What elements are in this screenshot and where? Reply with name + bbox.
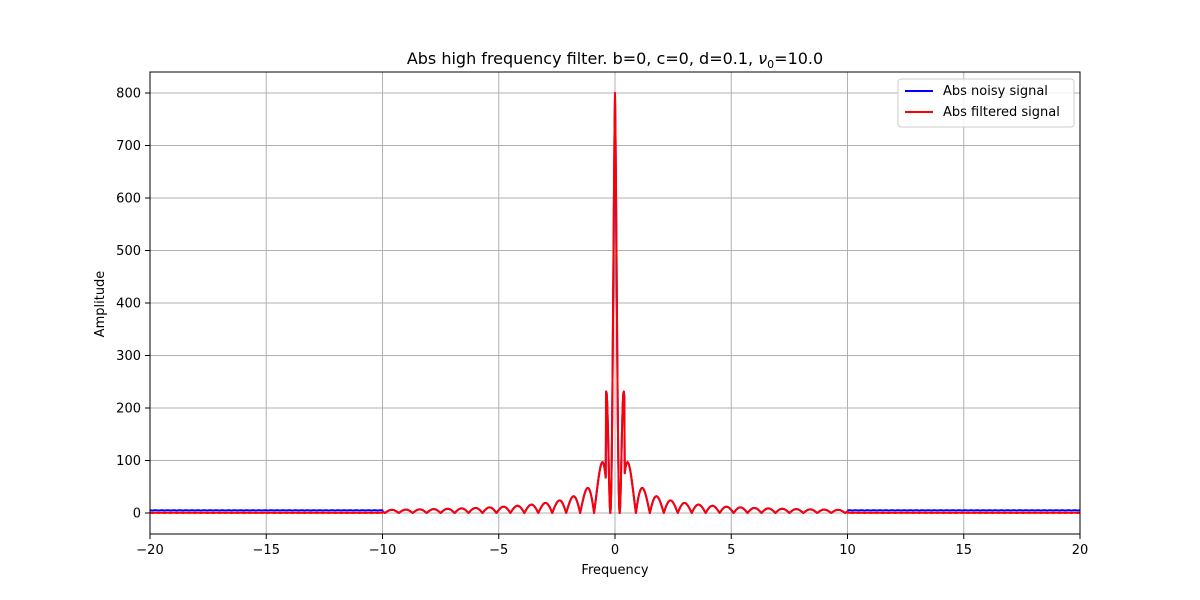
y-tick-label: 800 bbox=[116, 87, 141, 102]
y-tick-label: 200 bbox=[116, 402, 141, 417]
y-tick-label: 400 bbox=[116, 297, 141, 312]
title-subscript: 0 bbox=[767, 58, 774, 71]
legend: Abs noisy signal Abs filtered signal bbox=[897, 78, 1075, 128]
x-tick-label: 10 bbox=[839, 543, 856, 558]
chart-title: Abs high frequency filter. b=0, c=0, d=0… bbox=[407, 49, 823, 71]
series-filtered-line bbox=[150, 92, 1080, 514]
x-tick-label: 0 bbox=[611, 543, 619, 558]
title-nu: ν bbox=[758, 49, 767, 68]
y-tick-label: 100 bbox=[116, 454, 141, 469]
legend-box bbox=[897, 78, 1075, 128]
x-tick-label: 5 bbox=[727, 543, 735, 558]
series-layer bbox=[150, 92, 1080, 514]
x-tick-label: −5 bbox=[489, 543, 508, 558]
y-tick-label: 700 bbox=[116, 139, 141, 154]
legend-label-noisy: Abs noisy signal bbox=[943, 84, 1048, 99]
x-tick-label: −10 bbox=[369, 543, 396, 558]
legend-label-filtered: Abs filtered signal bbox=[943, 105, 1060, 120]
y-tick-label: 600 bbox=[116, 192, 141, 207]
title-end: =10.0 bbox=[774, 49, 823, 68]
y-tick-label: 0 bbox=[133, 507, 141, 522]
y-tick-label: 500 bbox=[116, 244, 141, 259]
x-tick-label: 20 bbox=[1072, 543, 1089, 558]
y-axis-label: Amplitude bbox=[93, 271, 108, 338]
x-axis-label: Frequency bbox=[581, 563, 648, 578]
x-tick-label: −20 bbox=[136, 543, 163, 558]
tick-layer: −20 −15 −10 −5 0 5 10 15 20010020030040050060070… bbox=[116, 87, 1088, 559]
x-tick-label: −15 bbox=[253, 543, 280, 558]
y-tick-label: 300 bbox=[116, 349, 141, 364]
title-main: Abs high frequency filter. b=0, c=0, d=0… bbox=[407, 49, 758, 68]
x-tick-label: 15 bbox=[955, 543, 972, 558]
